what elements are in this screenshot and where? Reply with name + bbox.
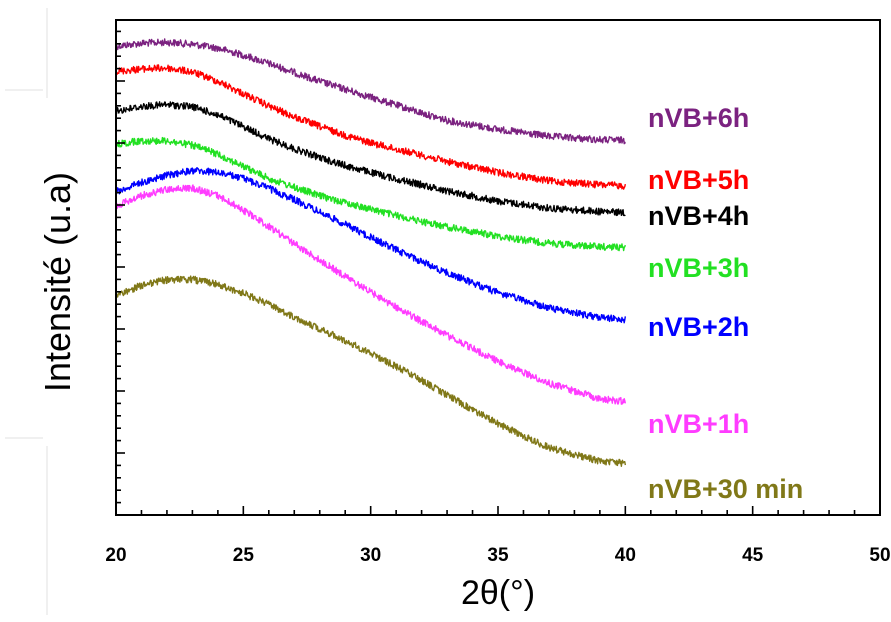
x-tick-label: 30	[360, 545, 381, 566]
y-axis-title: Intensité (u.a)	[37, 172, 78, 392]
x-tick-label: 40	[615, 545, 636, 566]
series-line	[115, 101, 626, 217]
x-tick-label: 20	[105, 545, 126, 566]
series-line	[115, 275, 627, 467]
series-label: nVB+4h	[648, 201, 749, 231]
left-edge-marks	[5, 8, 48, 615]
axes-group	[115, 19, 881, 516]
x-tick-label: 45	[742, 545, 764, 566]
series-line	[115, 38, 626, 145]
x-axis-title: 2θ(°)	[461, 574, 535, 612]
series-labels: nVB+6h nVB+5h nVB+4h nVB+3h nVB+2h nVB+1h nVB+…	[648, 103, 803, 504]
series-label: nVB+30 min	[648, 474, 803, 504]
series-line	[115, 64, 627, 190]
series-label: nVB+1h	[648, 409, 749, 439]
x-tick-labels: 20 25 30 35 40 45 50	[105, 545, 890, 566]
x-tick-label: 50	[869, 545, 890, 566]
x-tick-label: 25	[233, 545, 255, 566]
series-line	[115, 166, 627, 324]
series-line	[115, 184, 627, 405]
series-line	[115, 136, 626, 252]
series-label: nVB+5h	[648, 165, 749, 195]
x-tick-label: 35	[487, 545, 509, 566]
plot-frame	[115, 19, 881, 516]
series-label: nVB+6h	[648, 103, 749, 133]
ticks-group	[115, 30, 881, 516]
series-label: nVB+2h	[648, 312, 749, 342]
series-label: nVB+3h	[648, 253, 749, 283]
curves-group	[115, 38, 627, 467]
